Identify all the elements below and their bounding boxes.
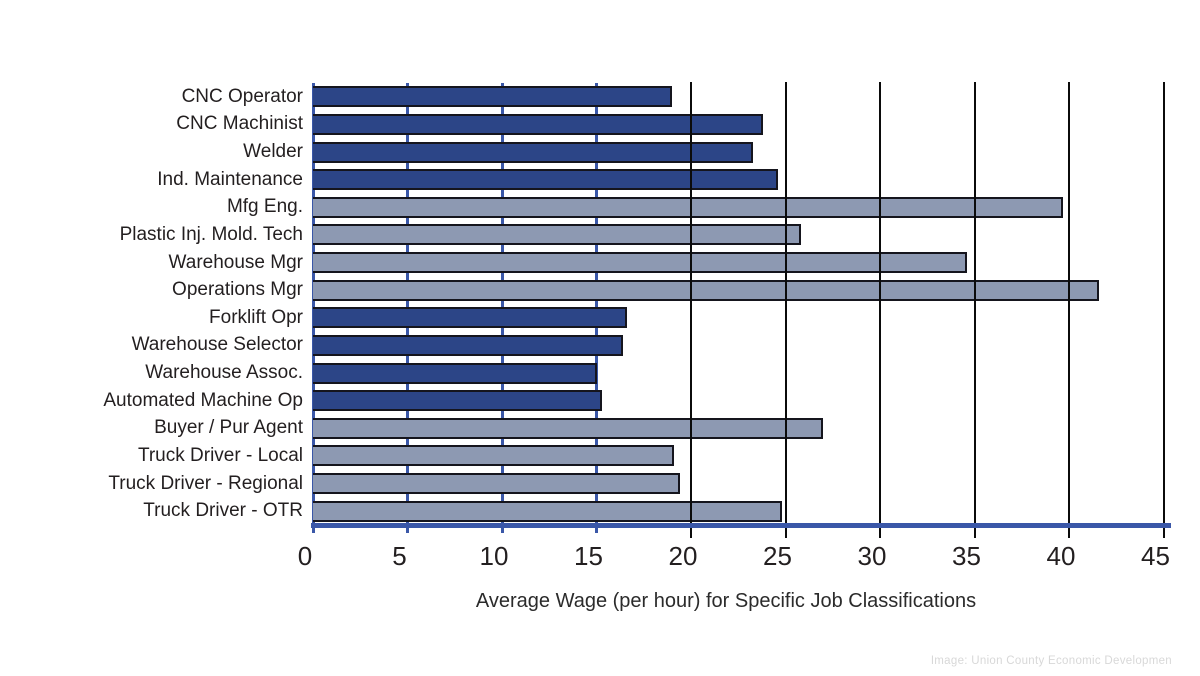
bar-truck-driver-regional	[313, 473, 680, 495]
x-tick-label-15: 15	[574, 541, 603, 571]
category-label: Mfg Eng.	[226, 196, 303, 218]
category-label: Automated Machine Op	[103, 389, 303, 411]
bar-automated-machine-op	[313, 390, 603, 412]
category-label: Ind. Maintenance	[157, 168, 303, 190]
x-tick-label-5: 5	[392, 541, 407, 571]
category-label: Warehouse Assoc.	[145, 362, 303, 384]
bar-plastic-inj-mold-tech	[313, 224, 801, 246]
x-axis-line	[311, 523, 1171, 528]
bar-warehouse-assoc	[313, 362, 597, 384]
bar-row	[313, 249, 1171, 277]
bar-row	[313, 359, 1171, 387]
bar-row	[313, 387, 1171, 415]
bar-row	[313, 194, 1171, 222]
x-tick-label-35: 35	[952, 541, 981, 571]
x-tick-label-45: 45	[1141, 541, 1170, 571]
category-label: Truck Driver - Regional	[108, 472, 303, 494]
bar-row	[313, 497, 1171, 525]
gridline-black-25	[784, 82, 787, 538]
image-credit: Image: Union County Economic Developmen	[930, 655, 1172, 667]
bar-row	[313, 166, 1171, 194]
bar-truck-driver-otr	[313, 500, 782, 522]
bar-mfg-eng	[313, 196, 1064, 218]
category-label: Operations Mgr	[172, 279, 303, 301]
bar-cnc-operator	[313, 86, 673, 108]
bar-forklift-opr	[313, 307, 627, 329]
bar-row	[313, 304, 1171, 332]
category-label: CNC Machinist	[176, 113, 303, 135]
bar-warehouse-mgr	[313, 252, 967, 274]
gridline-black-35	[973, 82, 976, 538]
gridline-black-40	[1068, 82, 1070, 538]
plot-area	[311, 82, 1171, 538]
x-tick-label-30: 30	[857, 541, 887, 571]
category-label: CNC Operator	[181, 85, 303, 107]
x-tick-label-20: 20	[668, 541, 698, 571]
bar-ind-maintenance	[313, 169, 778, 191]
x-tick-label-0: 0	[297, 541, 313, 571]
bar-row	[313, 276, 1171, 304]
x-axis-title: Average Wage (per hour) for Specific Job…	[475, 590, 977, 612]
category-axis-labels: CNC Operator CNC Machinist Welder Ind. Main…	[18, 83, 303, 525]
gridline-black-45	[1162, 82, 1165, 538]
x-tick-label-25: 25	[763, 541, 792, 571]
gridline-black-30	[879, 82, 881, 538]
bar-row	[313, 221, 1171, 249]
category-label: Truck Driver - Local	[137, 444, 303, 466]
bar-row	[313, 470, 1171, 498]
bar-row	[313, 83, 1171, 111]
category-label: Buyer / Pur Agent	[154, 417, 303, 439]
bar-row	[313, 138, 1171, 166]
category-label: Truck Driver - OTR	[143, 500, 303, 522]
bar-row	[313, 111, 1171, 139]
category-label: Forklift Opr	[209, 306, 303, 328]
bar-welder	[313, 141, 754, 163]
bar-cnc-machinist	[313, 113, 763, 135]
bar-warehouse-selector	[313, 334, 623, 356]
category-label: Warehouse Mgr	[168, 251, 303, 273]
category-label: Welder	[243, 141, 303, 163]
bar-row	[313, 415, 1171, 443]
bar-row	[313, 332, 1171, 360]
gridline-black-20	[690, 82, 692, 538]
bar-truck-driver-local	[313, 445, 674, 467]
category-label: Warehouse Selector	[131, 334, 303, 356]
category-label: Plastic Inj. Mold. Tech	[119, 223, 303, 245]
x-tick-label-10: 10	[479, 541, 509, 571]
bars-layer	[313, 83, 1171, 525]
bar-buyer-pur-agent	[313, 417, 824, 439]
x-tick-label-40: 40	[1046, 541, 1076, 571]
bar-row	[313, 442, 1171, 470]
bar-operations-mgr	[313, 279, 1100, 301]
